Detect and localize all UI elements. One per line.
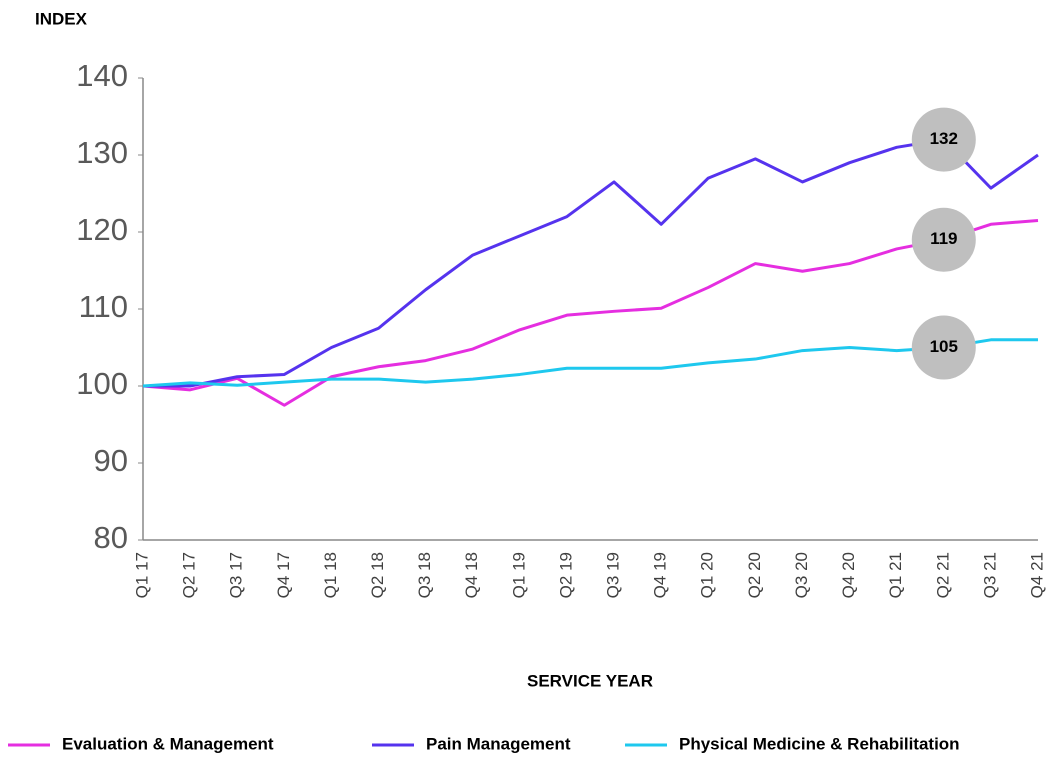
x-tick-label: Q1 19 xyxy=(509,552,528,598)
x-tick-label: Q4 20 xyxy=(839,552,858,598)
x-tick-label: Q3 18 xyxy=(415,552,434,598)
x-tick-label: Q1 21 xyxy=(886,552,905,598)
y-tick-label: 130 xyxy=(76,135,128,170)
value-label: 132 xyxy=(930,129,958,148)
x-tick-label: Q4 17 xyxy=(274,552,293,598)
series-line xyxy=(143,138,1039,388)
x-tick-label: Q4 19 xyxy=(651,552,670,598)
x-tick-label: Q2 20 xyxy=(745,552,764,598)
legend-label: Pain Management xyxy=(426,734,571,753)
x-tick-label: Q1 18 xyxy=(321,552,340,598)
value-bubble xyxy=(911,207,976,272)
value-bubble xyxy=(911,107,976,172)
value-bubble xyxy=(911,315,976,380)
x-tick-label: Q1 20 xyxy=(698,552,717,598)
x-tick-label: Q3 17 xyxy=(227,552,246,598)
x-tick-label: Q2 21 xyxy=(933,552,952,598)
y-tick-label: 100 xyxy=(76,366,128,401)
y-tick-label: 90 xyxy=(94,443,128,478)
x-tick-label: Q2 17 xyxy=(180,552,199,598)
value-label: 105 xyxy=(930,337,958,356)
x-axis-label: SERVICE YEAR xyxy=(527,671,653,690)
series-line xyxy=(142,338,1038,388)
value-label: 119 xyxy=(930,229,957,248)
x-tick-label: Q2 19 xyxy=(556,552,575,598)
x-tick-label: Q3 20 xyxy=(792,552,811,598)
y-axis-label: INDEX xyxy=(35,9,88,28)
x-tick-label: Q3 19 xyxy=(604,552,623,598)
y-tick-label: 140 xyxy=(76,58,128,93)
legend-label: Physical Medicine & Rehabilitation xyxy=(679,734,960,753)
y-tick-label: 110 xyxy=(79,289,128,324)
y-tick-label: 120 xyxy=(76,212,128,247)
series-line xyxy=(142,218,1039,407)
x-tick-label: Q1 17 xyxy=(132,552,151,598)
x-tick-label: Q2 18 xyxy=(368,552,387,598)
x-tick-label: Q4 18 xyxy=(462,552,481,598)
y-tick-label: 80 xyxy=(94,520,128,555)
legend-label: Evaluation & Management xyxy=(62,734,274,753)
x-tick-label: Q3 21 xyxy=(980,552,999,598)
x-tick-label: Q4 21 xyxy=(1027,552,1046,598)
